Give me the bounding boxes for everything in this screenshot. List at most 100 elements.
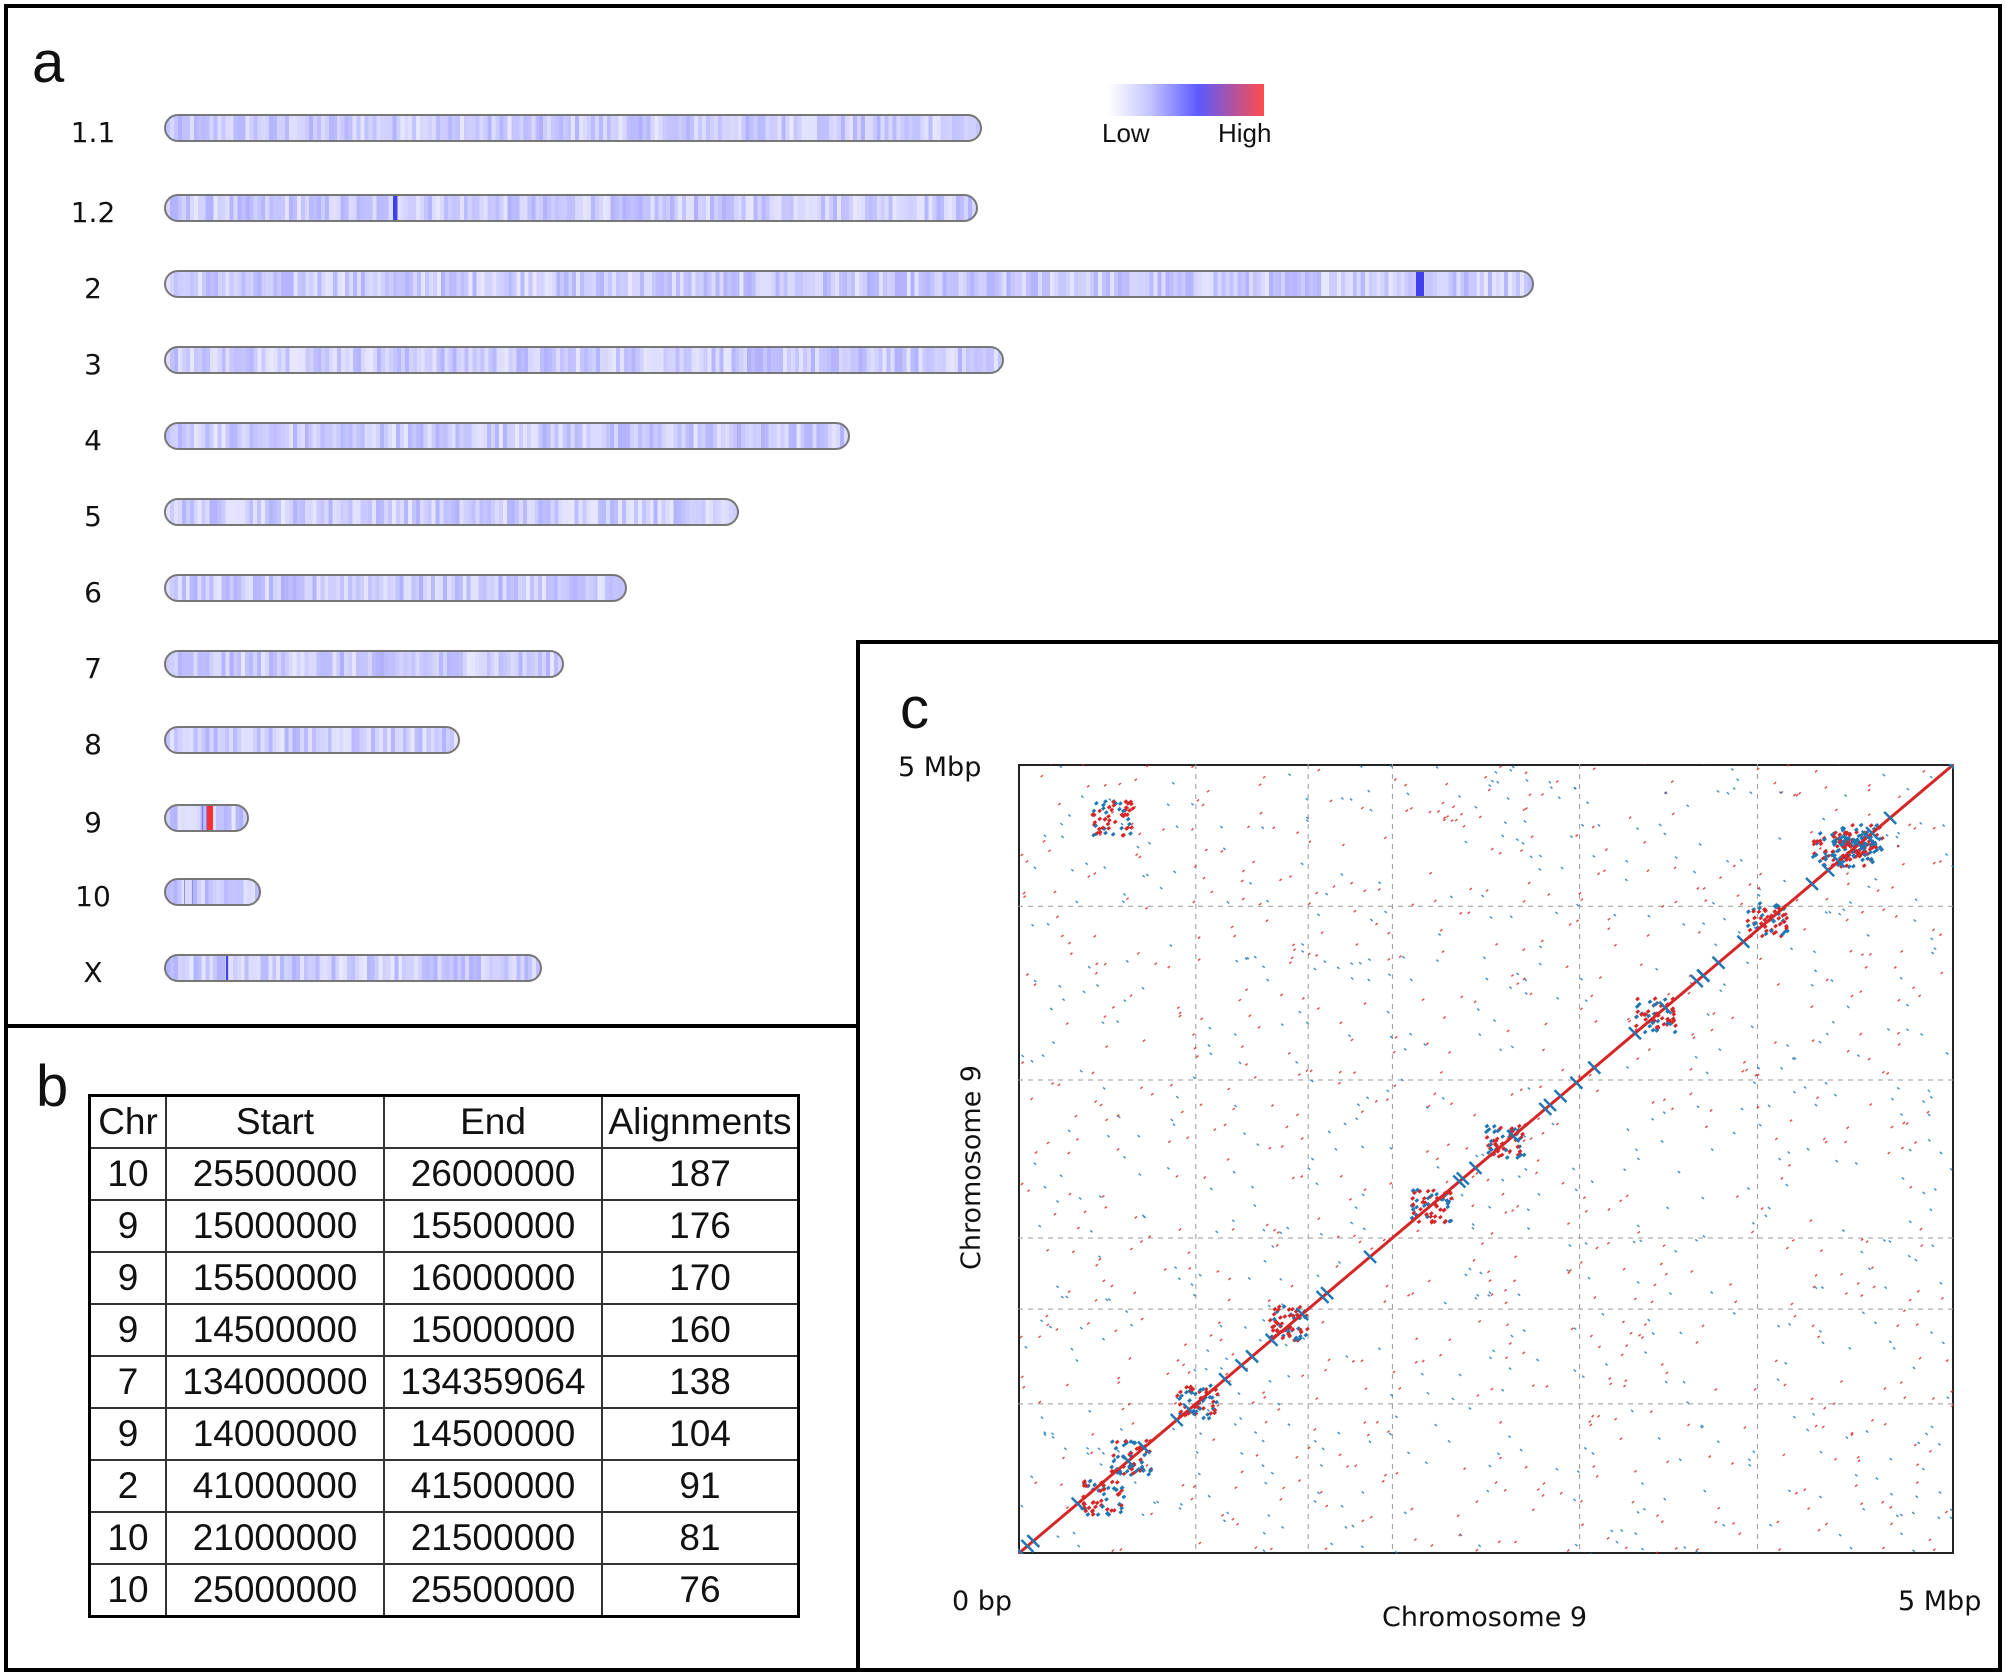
alignment-dot [1345,1464,1350,1468]
alignment-dot [1865,1240,1869,1244]
alignment-dot [1105,821,1111,827]
alignment-dot [1301,949,1305,953]
alignment-dot [1857,1459,1861,1463]
alignment-dot [1458,1373,1462,1377]
alignment-dot [1427,1104,1431,1108]
alignment-dot [1944,1510,1948,1514]
alignment-dot [1576,903,1580,907]
alignment-dot [1664,791,1668,795]
alignment-dot [1692,1036,1696,1040]
alignment-dot [1374,922,1379,926]
alignment-dot [1387,957,1391,961]
alignment-dot [1933,947,1937,951]
alignment-dot [1622,1267,1626,1271]
alignment-dot [1141,986,1145,990]
alignment-dot [1556,996,1560,1000]
alignment-dot [1932,861,1936,865]
alignment-dot [1850,822,1855,828]
alignment-dot [1051,1435,1055,1439]
alignment-dot [1441,1096,1445,1100]
alignment-dot [1504,1155,1510,1160]
alignment-dot [1814,1424,1818,1428]
alignment-dot [1344,1525,1348,1529]
alignment-dot [1877,836,1883,842]
alignment-dot [1917,994,1922,998]
alignment-dot [1613,913,1617,917]
alignment-dot [1597,823,1601,827]
alignment-dot [1128,831,1133,836]
alignment-dot [1554,911,1559,915]
alignment-dot [1579,1007,1583,1011]
alignment-dot [1660,1139,1664,1143]
alignment-dot [1248,1014,1252,1018]
alignment-dot [1374,1099,1378,1103]
alignment-dot [1811,1039,1815,1043]
alignment-dot [1818,1040,1822,1044]
alignment-dot [1588,1073,1592,1077]
alignment-dot [1038,1335,1042,1339]
alignment-dot [1093,1504,1098,1510]
alignment-dot [1601,1312,1605,1316]
alignment-dot [1092,1482,1098,1488]
alignment-dot [1038,1224,1042,1228]
alignment-dot [1177,1396,1183,1401]
alignment-dot [1106,814,1111,819]
alignment-dot [1524,771,1528,775]
alignment-dot [1123,805,1129,810]
alignment-dot [1477,1544,1482,1548]
alignment-dot [1610,1529,1614,1533]
alignment-dot [1890,1522,1894,1526]
alignment-dot [1540,792,1545,797]
alignment-dot [1896,1324,1900,1328]
alignment-dot [1867,788,1871,792]
alignment-dot [1118,1503,1124,1508]
alignment-dot [1775,903,1781,909]
alignment-dot [1381,1479,1385,1483]
alignment-dot [1538,945,1543,949]
alignment-dot [1704,899,1708,903]
alignment-dot [1881,1500,1885,1504]
alignment-dot [1460,1193,1464,1197]
alignment-dot [1717,1506,1721,1510]
alignment-dot [1133,1480,1137,1485]
alignment-dot [1216,1403,1220,1408]
alignment-dot [1937,1442,1941,1446]
alignment-dot [1619,1437,1623,1441]
alignment-dot [1206,1415,1212,1421]
alignment-dot [1295,1326,1301,1331]
alignment-dot [1065,1022,1069,1026]
alignment-dot [1367,958,1372,962]
alignment-dot [1931,1244,1935,1248]
alignment-dot [1628,1019,1632,1023]
cell-chr: 9 [88,1407,167,1461]
alignment-dot [1671,1011,1677,1017]
alignment-dot [1488,1142,1493,1148]
alignment-dot [1319,1232,1324,1236]
alignment-dot [1197,1406,1203,1412]
alignment-dot [1315,1397,1319,1401]
alignment-dot [1839,1379,1844,1383]
alignment-dot [1714,1388,1718,1392]
alignment-dot [1927,1089,1931,1093]
alignment-dot [1536,1358,1540,1362]
alignment-dot [1065,1383,1069,1387]
alignment-dot [1522,1139,1526,1143]
alignment-dot [1746,961,1750,965]
chromosome-label: 1.2 [70,196,116,229]
alignment-dot [1597,1345,1602,1349]
alignment-dot [1087,875,1091,879]
alignment-dot [1647,999,1653,1005]
alignment-dot [1872,1285,1876,1289]
alignment-dot [1751,1221,1756,1225]
alignment-dot [1607,927,1611,931]
alignment-dot [1840,859,1846,865]
alignment-dot [1810,1397,1814,1401]
alignment-dot [1647,1023,1653,1029]
alignment-dot [1509,1126,1515,1131]
alignment-dot [1320,931,1324,935]
alignment-dot [1856,1455,1860,1459]
alignment-dot [1492,1141,1498,1147]
alignment-dot [1339,1174,1344,1178]
alignment-dot [1882,773,1886,777]
alignment-dot [1719,989,1723,993]
